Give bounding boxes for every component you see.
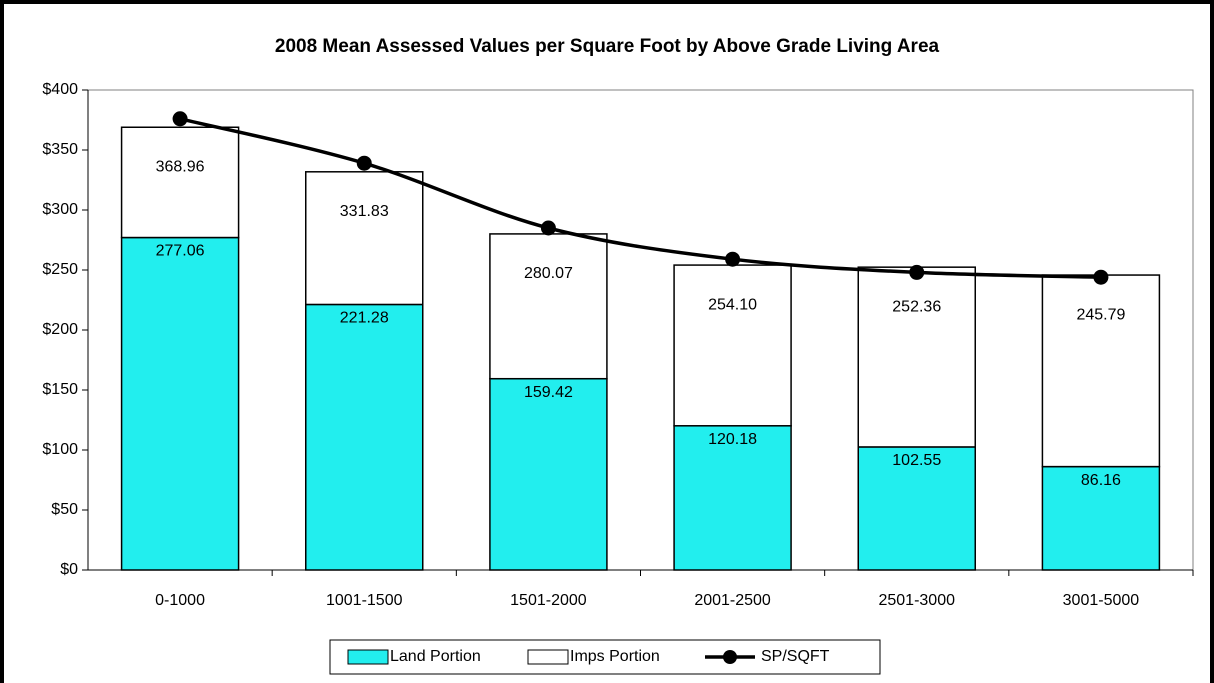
total-label: 280.07 (524, 265, 573, 282)
y-tick-label: $200 (42, 321, 78, 338)
legend-swatch (527, 649, 569, 665)
plot-area (87, 89, 1194, 571)
y-tick-label: $50 (51, 501, 78, 518)
line-marker (540, 220, 556, 236)
bar-segment (857, 446, 976, 571)
y-tick-label: $400 (42, 81, 78, 98)
legend-label: SP/SQFT (761, 648, 830, 665)
y-tick-label: $350 (42, 141, 78, 158)
bar-segment (305, 303, 424, 571)
bar-segment (489, 233, 608, 380)
x-tick-label: 2501-3000 (878, 592, 955, 609)
legend-swatch (347, 649, 389, 665)
total-label: 254.10 (708, 296, 757, 313)
y-tick-label: $0 (60, 561, 78, 578)
line-marker (1093, 269, 1109, 285)
legend-marker (723, 650, 737, 664)
legend-label: Imps Portion (570, 648, 660, 665)
data-label: 120.18 (708, 431, 757, 448)
line-marker (725, 251, 741, 267)
legend-label: Land Portion (390, 648, 481, 665)
bar-segment (1041, 274, 1161, 468)
line-marker (356, 155, 372, 171)
data-label: 86.16 (1081, 472, 1121, 489)
bar-segment (857, 266, 976, 448)
x-tick-label: 1001-1500 (326, 592, 403, 609)
x-tick-label: 3001-5000 (1063, 592, 1140, 609)
x-tick-label: 0-1000 (155, 592, 205, 609)
total-label: 252.36 (892, 298, 941, 315)
data-label: 102.55 (892, 452, 941, 469)
chart-title: 2008 Mean Assessed Values per Square Foo… (275, 36, 940, 57)
legend-box (329, 639, 881, 675)
y-tick-label: $100 (42, 441, 78, 458)
y-tick-label: $300 (42, 201, 78, 218)
bar-segment (305, 171, 424, 306)
line-marker (909, 264, 925, 280)
data-label: 159.42 (524, 384, 573, 401)
bar-segment (120, 126, 240, 239)
data-label: 221.28 (340, 310, 389, 327)
bar-segment (673, 264, 792, 427)
total-label: 331.83 (340, 203, 389, 220)
x-tick-label: 1501-2000 (510, 592, 587, 609)
line (179, 117, 1101, 279)
line-marker (172, 111, 188, 127)
bar-segment (489, 377, 608, 571)
total-label: 368.96 (156, 158, 205, 175)
y-tick-label: $150 (42, 381, 78, 398)
data-label: 277.06 (156, 243, 205, 260)
total-label: 245.79 (1076, 306, 1125, 323)
y-tick-label: $250 (42, 261, 78, 278)
x-tick-label: 2001-2500 (694, 592, 771, 609)
bar-segment (120, 236, 240, 571)
